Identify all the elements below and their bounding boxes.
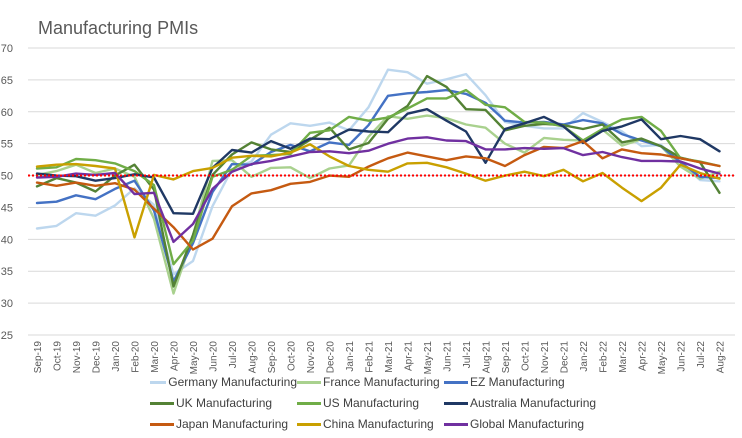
x-tick-label: Dec-20 [326,341,337,374]
legend-item: France Manufacturing [297,373,444,391]
x-tick-label: Oct-19 [53,341,64,371]
legend-item: EZ Manufacturing [444,373,620,391]
legend-item: Japan Manufacturing [150,415,297,433]
series-lines [35,68,721,295]
x-tick-label: Nov-21 [540,341,551,374]
x-tick-label: Mar-21 [384,341,395,373]
x-tick-label: Sep-21 [501,341,512,374]
legend-item: UK Manufacturing [150,394,297,412]
x-axis-ticks: Sep-19 Oct-19 Nov-19 Dec-19 Jan-20 Feb-20 Mar-… [33,341,727,375]
x-tick-label: Feb-22 [599,341,610,373]
legend-item: Australia Manufacturing [444,394,620,412]
series-line-china-manufacturing [35,143,721,239]
series-line-germany-manufacturing [35,68,721,276]
legend-label: Japan Manufacturing [176,417,289,431]
chart-title: Manufacturing PMIs [38,18,199,38]
y-tick-label: 55 [1,139,13,151]
x-tick-label: May-22 [657,341,668,375]
x-tick-label: Jan-22 [579,341,590,372]
legend-swatch [297,401,321,405]
legend-item: Germany Manufacturing [150,373,297,391]
legend: Germany Manufacturing France Manufacturin… [150,373,620,433]
x-tick-label: May-21 [423,341,434,375]
series-line-japan-manufacturing [35,139,721,251]
legend-item: Global Manufacturing [444,415,620,433]
x-tick-label: Aug-22 [716,341,727,374]
x-tick-label: Jul-21 [462,341,473,369]
legend-swatch [150,401,174,405]
legend-label: Australia Manufacturing [470,396,597,410]
y-tick-label: 45 [1,202,13,214]
x-tick-label: Mar-22 [618,341,629,373]
y-tick-label: 65 [1,75,13,87]
x-tick-label: Jun-22 [677,341,688,372]
legend-swatch [150,380,167,384]
series-line-global-manufacturing [35,136,721,244]
y-axis-ticks: 25 30 35 40 45 50 55 60 65 70 [1,43,13,342]
legend-label: France Manufacturing [323,375,440,389]
y-tick-label: 70 [1,43,13,55]
x-tick-label: Dec-21 [560,341,571,374]
x-tick-label: Aug-20 [248,341,259,374]
y-tick-label: 30 [1,298,13,310]
series-line-uk-manufacturing [35,74,721,288]
x-tick-label: Apr-22 [638,341,649,371]
legend-swatch [150,422,174,426]
x-tick-label: Jan-21 [345,341,356,372]
legend-label: China Manufacturing [323,417,434,431]
series-line-us-manufacturing [35,88,721,266]
x-tick-label: Jun-21 [443,341,454,372]
legend-swatch [444,401,468,405]
y-tick-label: 40 [1,234,13,246]
x-tick-label: Feb-21 [365,341,376,373]
x-tick-label: Jul-20 [228,341,239,369]
series-line-australia-manufacturing [35,107,721,216]
x-tick-label: Nov-19 [72,341,83,374]
legend-swatch [297,422,321,426]
x-tick-label: Jun-20 [209,341,220,372]
x-tick-label: Oct-21 [521,341,532,371]
x-tick-label: May-20 [189,341,200,375]
legend-swatch [444,422,468,426]
x-tick-label: Dec-19 [92,341,103,374]
x-tick-label: Jul-22 [696,341,707,369]
x-tick-label: Feb-20 [131,341,142,373]
legend-swatch [444,380,468,384]
x-tick-label: Apr-20 [170,341,181,371]
y-tick-label: 25 [1,330,13,342]
x-tick-label: Sep-19 [33,341,44,374]
legend-label: US Manufacturing [323,396,420,410]
legend-label: EZ Manufacturing [470,375,565,389]
legend-label: Global Manufacturing [470,417,585,431]
legend-swatch [297,380,321,384]
x-tick-label: Mar-20 [150,341,161,373]
x-tick-label: Apr-21 [404,341,415,371]
y-tick-label: 60 [1,107,13,119]
y-tick-label: 50 [1,171,13,183]
series-line-france-manufacturing [35,114,721,295]
legend-item: US Manufacturing [297,394,444,412]
x-tick-label: Oct-20 [287,341,298,371]
x-tick-label: Nov-20 [306,341,317,374]
x-tick-label: Jan-20 [111,341,122,372]
x-tick-label: Sep-20 [267,341,278,374]
y-tick-label: 35 [1,266,13,278]
legend-item: China Manufacturing [297,415,444,433]
legend-label: Germany Manufacturing [168,375,297,389]
x-tick-label: Aug-21 [482,341,493,374]
legend-label: UK Manufacturing [176,396,273,410]
